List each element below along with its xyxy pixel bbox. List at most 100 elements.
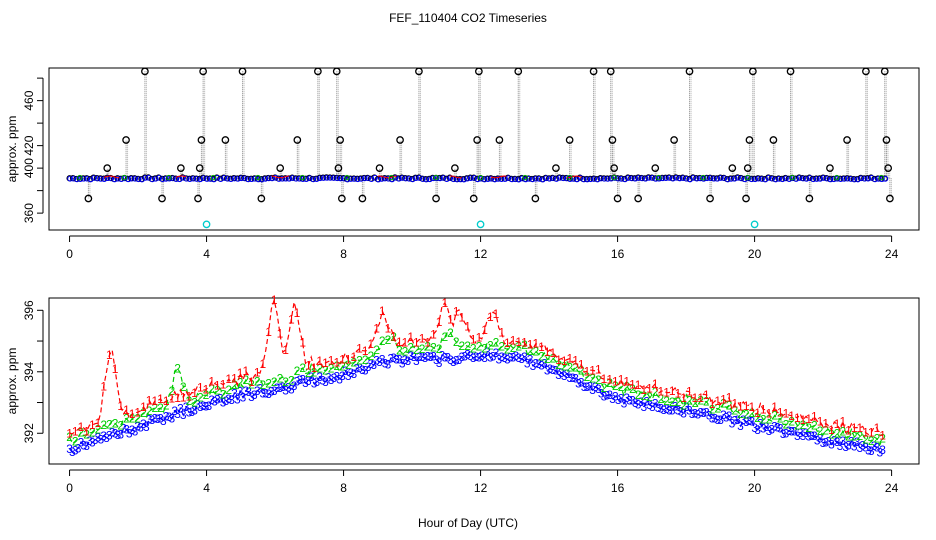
series-2-marker: 2 [714,402,721,416]
series-3-marker: 3 [640,400,647,414]
series-3-marker: 3 [257,382,264,396]
series-3-marker: 3 [143,420,150,434]
baseline-point [180,174,187,181]
series-2-marker: 2 [430,341,437,355]
series-2-marker: 2 [260,378,267,392]
x-tick-label: 24 [885,481,899,495]
baseline-point [820,175,827,181]
series-2-marker: 2 [402,345,409,359]
series-1-marker: 1 [356,342,363,356]
series-1-marker: 1 [447,312,454,326]
series-3-marker: 3 [771,420,778,434]
x-tick-label: 12 [474,481,488,495]
series-2-marker: 2 [146,404,153,418]
series-1-marker: 1 [333,355,340,369]
series-3-marker: 3 [100,429,107,443]
baseline-point-green [700,174,706,181]
series-1-marker: 1 [407,330,414,344]
series-2-marker: 2 [606,376,613,390]
series-3-marker: 3 [359,363,366,377]
series-3-marker: 3 [618,391,625,405]
series-2-marker: 2 [407,340,414,354]
series-3-marker: 3 [626,393,633,407]
baseline-point [759,176,765,182]
series-1-marker: 1 [692,391,699,405]
series-3-marker: 3 [481,351,488,365]
series-2-marker: 2 [208,382,215,396]
series-1-marker: 1 [305,359,312,373]
series-2-marker: 2 [697,393,704,407]
series-2-marker: 2 [839,424,846,438]
series-1-marker: 1 [163,394,170,408]
series-3-marker: 3 [834,435,841,449]
series-3-marker: 3 [206,399,213,413]
series-1-marker: 1 [811,409,818,423]
series-2-marker: 2 [100,418,107,432]
series-3-marker: 3 [95,430,102,444]
series-3-marker: 3 [547,362,554,376]
series-3-marker: 3 [265,387,272,401]
series-2-marker: 2 [623,379,630,393]
baseline-point [529,176,536,183]
series-3-marker: 3 [157,411,164,425]
baseline-point [560,175,567,182]
series-1-marker: 1 [743,399,750,413]
series-1-marker: 1 [538,340,545,354]
series-2-marker: 2 [356,353,363,367]
series-3-marker: 3 [592,380,599,394]
series-3-marker: 3 [342,364,349,378]
series-3-marker: 3 [311,377,318,391]
baseline-point [289,175,296,181]
series-3-marker: 3 [225,392,232,406]
baseline-point [824,175,831,182]
series-3-marker: 3 [797,426,804,440]
baseline-point-green [834,174,840,181]
series-3-marker: 3 [188,405,195,419]
baseline-point [245,176,252,183]
baseline-wiggle-red [271,175,289,179]
baseline-point [697,175,704,182]
series-2-marker: 2 [294,364,301,378]
series-1-marker: 1 [629,378,636,392]
series-3-marker: 3 [262,387,269,401]
series-3-marker: 3 [498,350,505,364]
series-1-marker: 1 [242,364,249,378]
y-tick-label: 360 [22,203,36,223]
series-3-marker: 3 [203,400,210,414]
series-2-marker: 2 [203,388,210,402]
series-1-marker: 1 [396,335,403,349]
series-3-marker: 3 [422,351,429,365]
series-2-marker: 2 [601,381,608,395]
series-2-marker: 2 [316,362,323,376]
baseline-point [721,175,728,182]
baseline-point [550,175,557,182]
series-3-marker: 3 [672,399,679,413]
series-3-marker: 3 [274,381,281,395]
series-2-marker: 2 [413,343,420,357]
series-1-marker: 1 [220,378,227,392]
series-2-marker: 2 [72,434,79,448]
series-3-marker: 3 [848,434,855,448]
series-3-marker: 3 [851,439,858,453]
series-3-marker: 3 [450,355,457,369]
series-2-marker: 2 [629,382,636,396]
series-3-marker: 3 [763,420,770,434]
series-3-marker: 3 [729,416,736,430]
series-2-marker: 2 [254,375,261,389]
series-1-marker: 1 [453,305,460,319]
x-tick-label: 0 [66,247,73,261]
series-3-marker: 3 [424,349,431,363]
series-3-marker: 3 [117,428,124,442]
series-3-marker: 3 [800,429,807,443]
top-y-axis: 360 400 420 460 [22,77,44,223]
series-3-marker: 3 [132,424,139,438]
series-2-marker: 2 [532,345,539,359]
series-3-marker: 3 [299,372,306,386]
outlier-point [238,67,247,76]
series-1-marker: 1 [703,388,710,402]
series-3-marker: 3 [345,369,352,383]
baseline-point [399,175,406,181]
series-2-marker: 2 [328,362,335,376]
x-tick-label: 12 [474,247,488,261]
series-3-marker: 3 [638,395,645,409]
